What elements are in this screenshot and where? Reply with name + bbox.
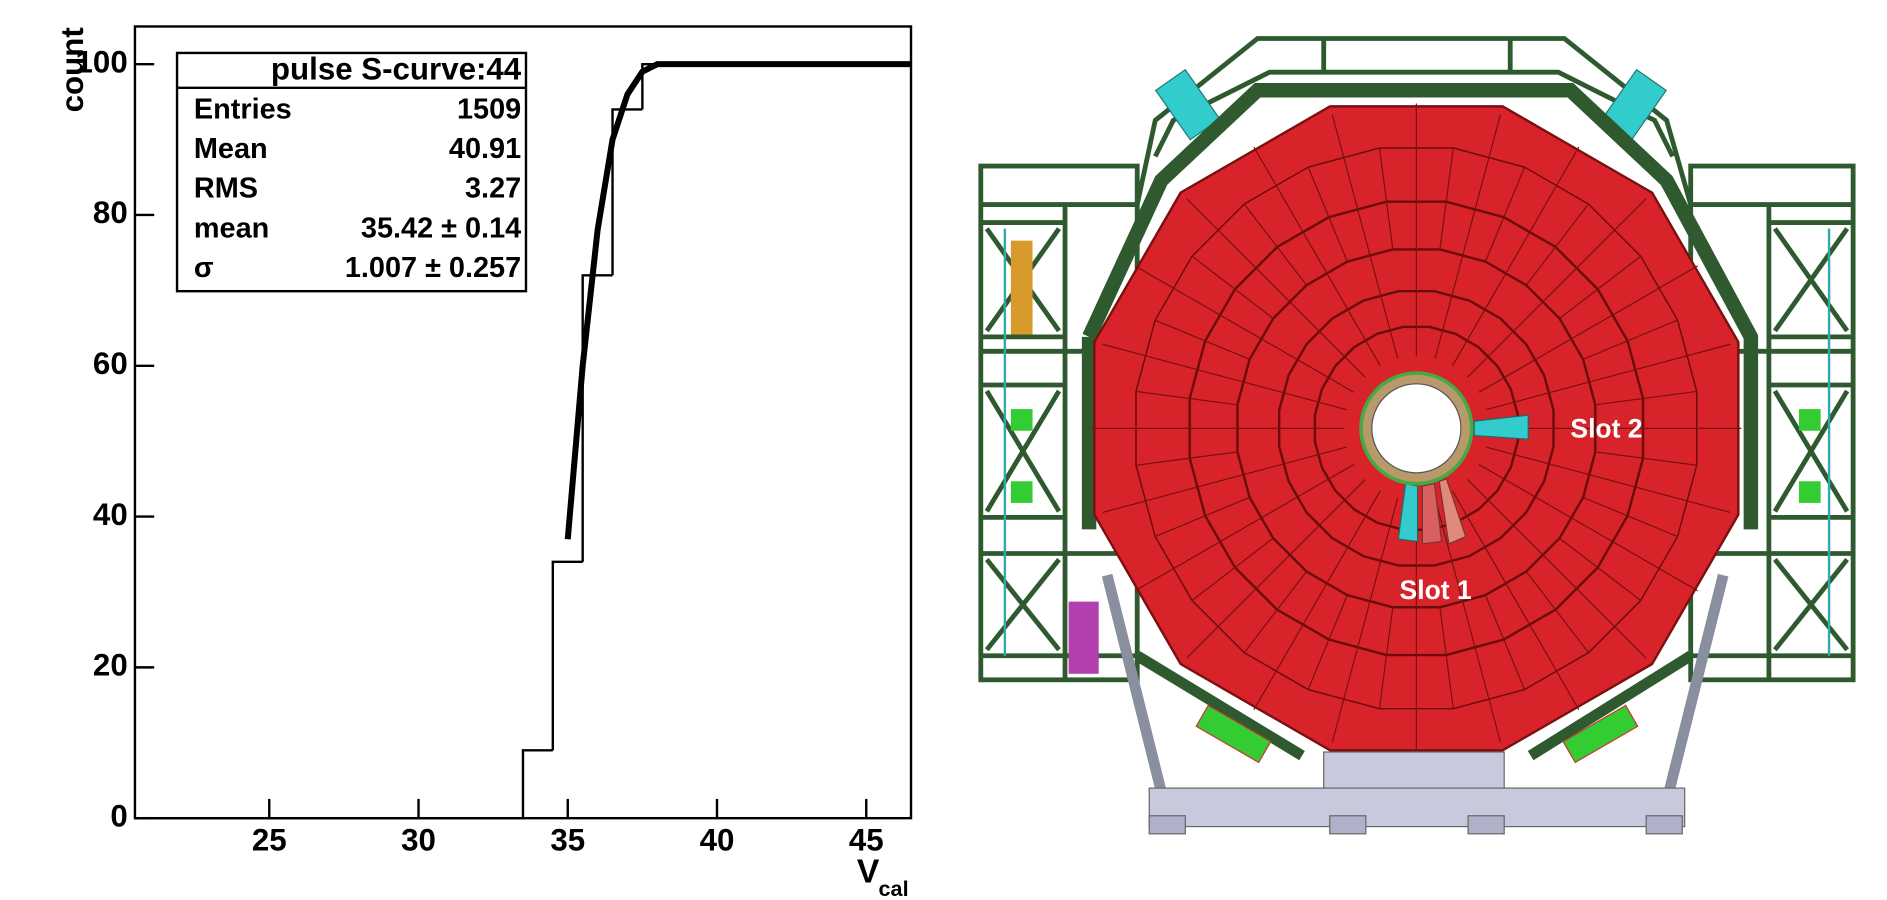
y-tick-label: 80 <box>93 195 128 230</box>
stats-label: mean <box>194 212 269 244</box>
stats-label: σ <box>194 252 214 284</box>
x-tick-label: 35 <box>550 823 585 858</box>
right-module <box>1799 481 1821 503</box>
x-tick-label: 25 <box>252 823 287 858</box>
foot <box>1149 816 1185 834</box>
stats-value: 1509 <box>457 93 521 125</box>
y-tick-label: 20 <box>93 648 128 683</box>
barrel <box>1091 103 1741 753</box>
x-tick-label: 30 <box>401 823 436 858</box>
stats-value: 3.27 <box>465 173 521 205</box>
left-module <box>1011 409 1033 431</box>
beam-pipe <box>1372 384 1461 473</box>
page: count V cal 0204060801002530354045pulse … <box>0 0 1887 900</box>
y-tick-label: 60 <box>93 346 128 381</box>
stats-label: Mean <box>194 133 268 165</box>
base <box>1149 788 1684 827</box>
x-axis-label-subscript: cal <box>879 876 909 900</box>
left-module <box>1011 241 1033 335</box>
x-tick-label: 40 <box>700 823 735 858</box>
left-module <box>1011 481 1033 503</box>
foot <box>1468 816 1504 834</box>
left-module <box>1069 602 1099 674</box>
stats-value: 1.007 ± 0.257 <box>345 252 521 284</box>
right-module <box>1799 409 1821 431</box>
y-tick-label: 100 <box>76 44 128 79</box>
x-tick-label: 45 <box>849 823 884 858</box>
x-axis-label: V <box>857 853 880 890</box>
slot-label: Slot 1 <box>1400 575 1472 605</box>
stats-title: pulse S-curve:44 <box>271 51 522 86</box>
stats-label: RMS <box>194 173 258 205</box>
foot <box>1646 816 1682 834</box>
figure: count V cal 0204060801002530354045pulse … <box>0 0 1887 900</box>
stats-value: 35.42 ± 0.14 <box>361 212 521 244</box>
foot <box>1330 816 1366 834</box>
y-tick-label: 0 <box>110 798 127 833</box>
y-tick-label: 40 <box>93 497 128 532</box>
slot-label: Slot 2 <box>1570 414 1642 444</box>
stats-label: Entries <box>194 93 292 125</box>
stats-value: 40.91 <box>449 133 521 165</box>
